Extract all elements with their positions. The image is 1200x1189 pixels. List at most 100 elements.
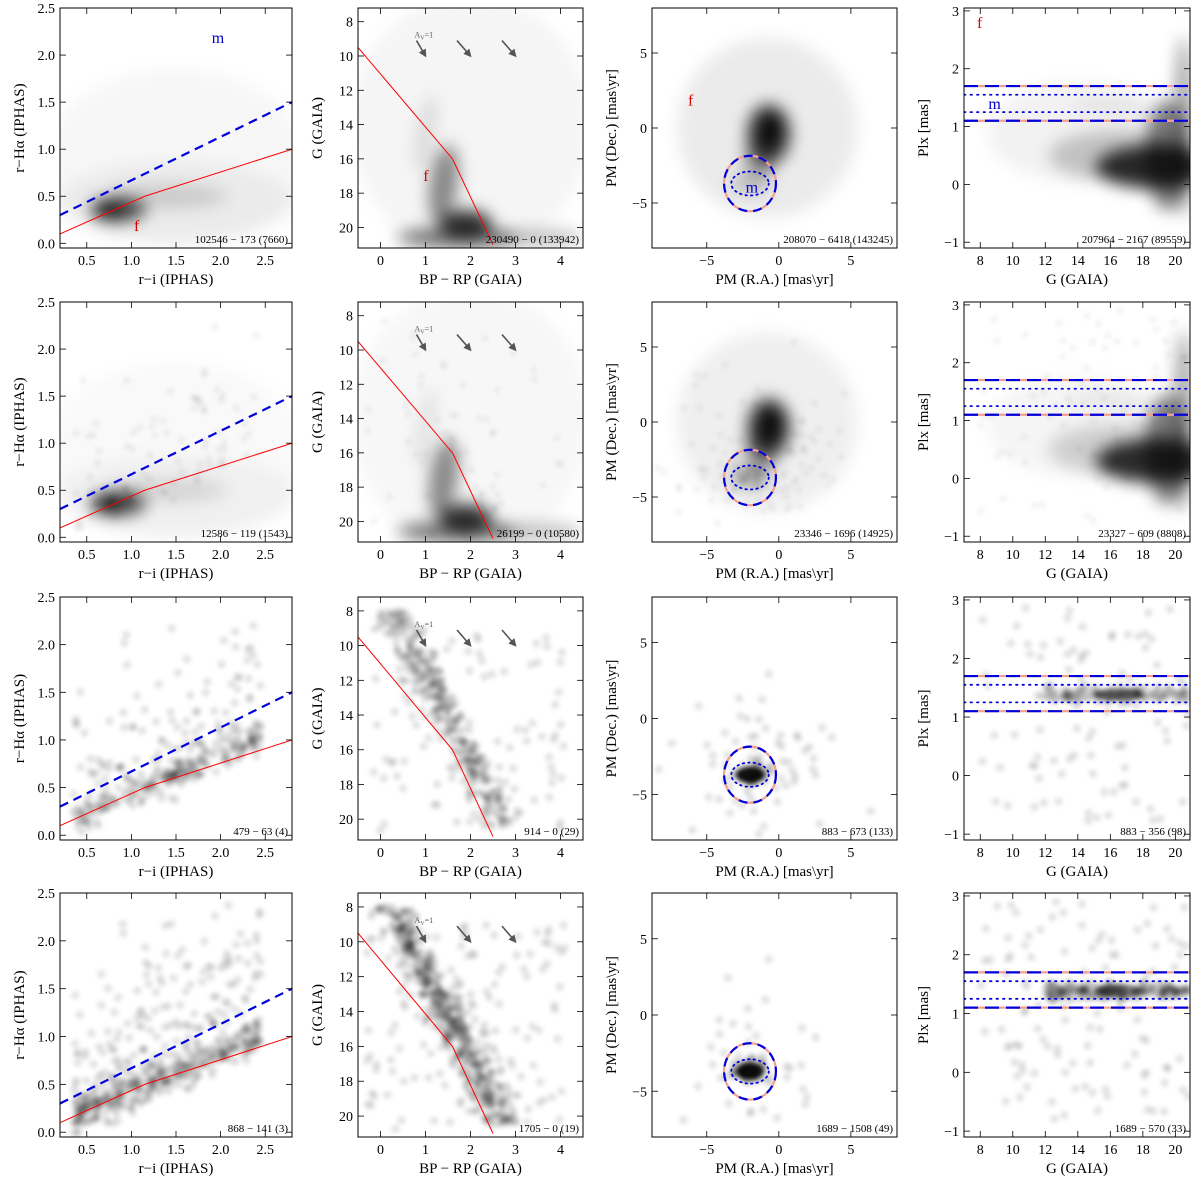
data-point	[736, 711, 745, 721]
data-point	[1064, 394, 1072, 402]
data-point	[1093, 1106, 1103, 1115]
density-blob	[736, 1063, 764, 1080]
data-point	[523, 1034, 532, 1043]
data-point	[744, 1022, 753, 1031]
data-point	[227, 679, 236, 689]
data-point	[798, 1084, 808, 1094]
y-tick-label: 8	[346, 16, 353, 31]
x-tick-label: 8	[977, 1143, 984, 1158]
data-point	[1077, 921, 1087, 930]
data-point	[466, 998, 476, 1008]
data-point	[73, 1049, 83, 1058]
data-point	[129, 445, 137, 453]
data-point	[139, 1044, 149, 1054]
y-tick-label: 0.0	[38, 1126, 56, 1141]
data-point	[1094, 320, 1102, 328]
plot-area: AV=1	[358, 317, 583, 542]
scatter-points	[976, 897, 1190, 1124]
data-point	[1123, 630, 1133, 639]
data-point	[89, 1060, 99, 1069]
data-point	[483, 1074, 492, 1083]
data-point	[1007, 900, 1016, 910]
extinction-arrow	[456, 629, 472, 647]
data-point	[1167, 934, 1176, 943]
data-point	[432, 933, 441, 942]
data-point	[524, 1104, 533, 1114]
data-point	[249, 651, 258, 660]
data-point	[1162, 337, 1170, 345]
data-point	[419, 990, 428, 999]
y-axis-label: G (GAIA)	[310, 97, 326, 159]
data-point	[75, 1010, 85, 1020]
data-point	[458, 725, 468, 734]
y-tick-label: −5	[632, 197, 647, 212]
data-point	[113, 993, 123, 1002]
data-point	[123, 772, 132, 781]
y-tick-label: 0.5	[38, 1078, 56, 1093]
data-point	[510, 349, 518, 357]
data-point	[173, 951, 183, 960]
data-point	[528, 1022, 537, 1031]
data-point	[983, 681, 993, 690]
data-point	[122, 660, 132, 670]
ticks	[60, 892, 292, 1137]
plot-area	[964, 36, 1190, 217]
data-point	[1104, 810, 1113, 820]
x-tick-label: 1.0	[123, 548, 141, 563]
x-tick-label: 1.0	[123, 1143, 141, 1158]
data-point	[1152, 660, 1162, 670]
data-point	[382, 617, 391, 627]
data-point	[417, 705, 426, 714]
ticks	[60, 596, 292, 840]
data-point	[512, 951, 521, 960]
data-point	[109, 1045, 119, 1054]
data-point	[764, 669, 774, 679]
data-point	[173, 668, 182, 678]
data-point	[414, 677, 424, 686]
data-point	[762, 410, 770, 418]
data-point	[529, 795, 539, 805]
data-point	[488, 1042, 497, 1052]
data-point	[1033, 1024, 1042, 1033]
data-point	[95, 1095, 104, 1105]
data-point	[559, 921, 568, 930]
data-point	[1088, 1088, 1097, 1097]
data-point	[435, 1069, 444, 1078]
density-layer	[60, 454, 292, 535]
data-point	[220, 445, 228, 453]
extinction-arrow	[415, 629, 427, 647]
y-tick-label: 5	[640, 341, 647, 356]
data-point	[252, 332, 260, 340]
data-point	[724, 1099, 733, 1108]
data-point	[71, 1076, 81, 1085]
data-point	[107, 1102, 116, 1111]
data-point	[482, 987, 491, 997]
axes-frame	[651, 892, 898, 1138]
stats-label: 479 − 63 (4)	[233, 826, 288, 838]
data-point	[516, 1072, 526, 1081]
dashed-selection-line	[60, 987, 292, 1105]
data-point	[1142, 919, 1152, 928]
data-point	[977, 507, 985, 515]
data-point	[708, 1060, 717, 1069]
data-point	[421, 1004, 431, 1014]
y-tick-label: 2.5	[38, 296, 56, 311]
data-point	[1163, 684, 1172, 693]
data-point	[456, 746, 465, 756]
stats-label: 1689 − 570 (33)	[1115, 1123, 1187, 1135]
data-point	[1089, 517, 1097, 525]
density-blob	[1175, 330, 1190, 511]
data-point	[740, 476, 748, 484]
data-point	[117, 1098, 126, 1107]
data-point	[466, 756, 476, 765]
data-point	[449, 1061, 458, 1070]
ticks	[60, 7, 292, 248]
data-point	[194, 1024, 203, 1034]
data-point	[559, 741, 568, 751]
data-point	[1003, 1043, 1012, 1052]
data-point	[1072, 724, 1082, 733]
data-point	[164, 1087, 173, 1096]
x-tick-label: 10	[1006, 1143, 1020, 1158]
data-point	[216, 963, 225, 973]
